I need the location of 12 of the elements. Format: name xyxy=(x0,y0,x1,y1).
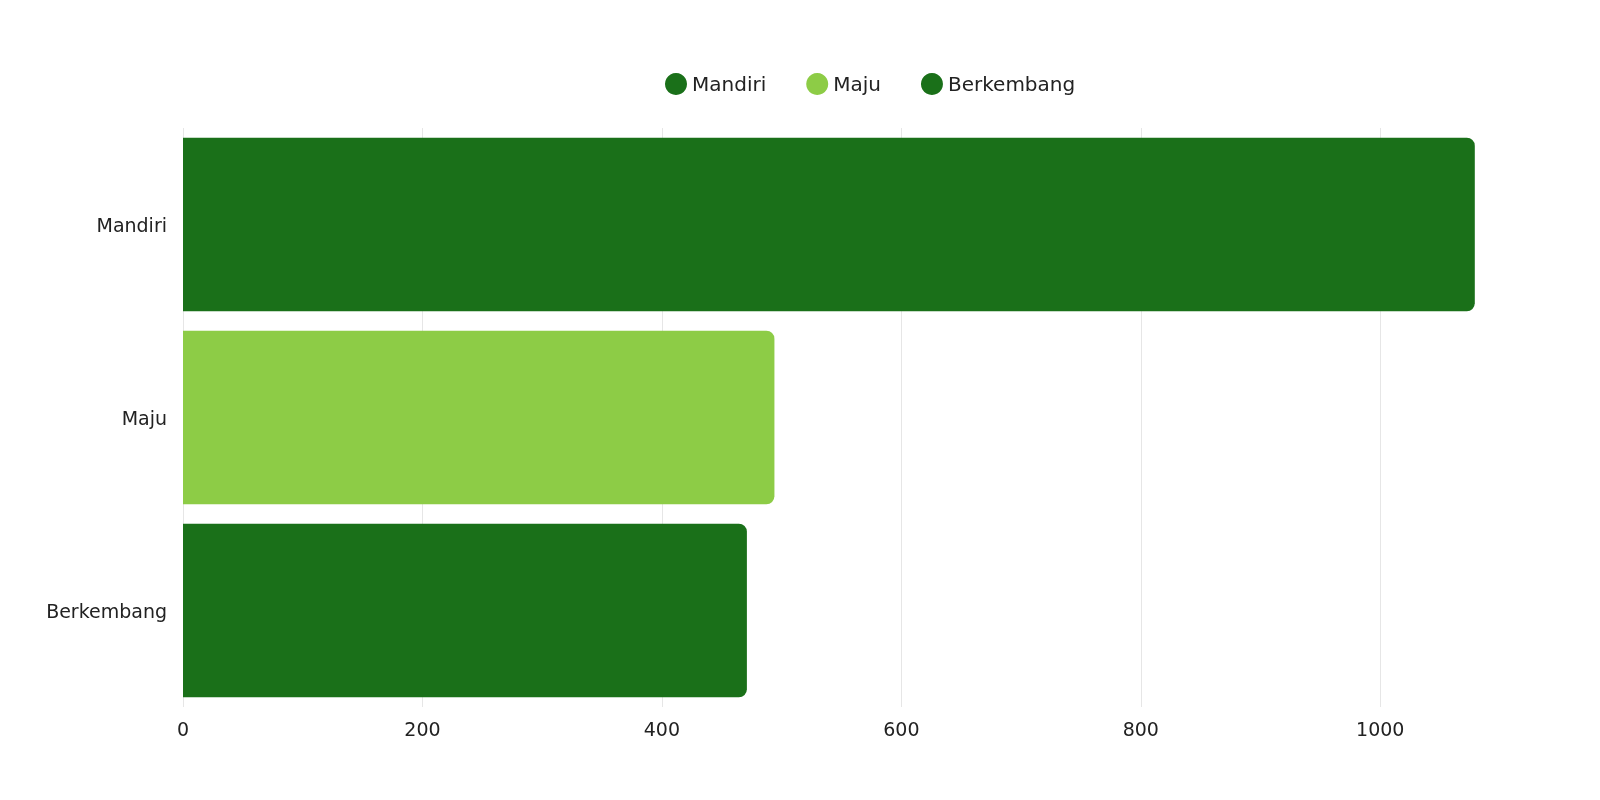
x-tick-label: 0 xyxy=(176,717,190,740)
legend-label: Maju xyxy=(833,72,881,96)
x-tick-label: 600 xyxy=(883,717,920,740)
x-tick-label: 1000 xyxy=(1356,717,1405,740)
legend-label: Berkembang xyxy=(947,72,1076,96)
y-tick-label: Mandiri xyxy=(96,213,167,236)
y-tick-label: Maju xyxy=(121,406,167,429)
y-tick-label: Berkembang xyxy=(46,599,167,622)
x-tick-label: 400 xyxy=(643,717,681,740)
x-tick-label: 800 xyxy=(1122,717,1159,740)
legend-label: Mandiri xyxy=(692,72,767,96)
x-tick-label: 200 xyxy=(404,717,441,740)
